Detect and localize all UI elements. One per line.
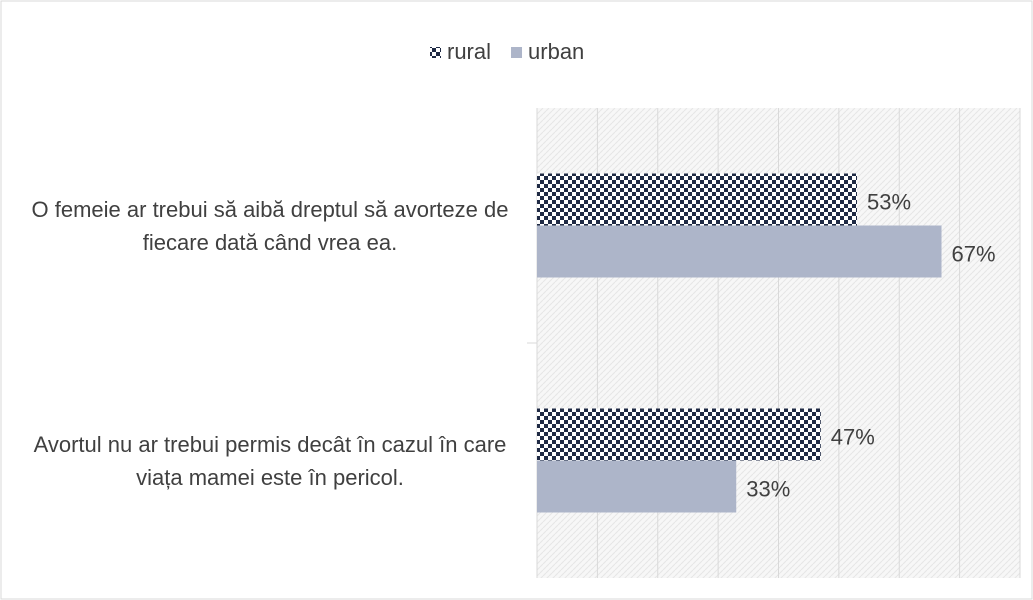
bar — [537, 460, 737, 513]
bar — [537, 173, 857, 226]
data-label: 67% — [952, 241, 996, 266]
bar — [537, 225, 942, 278]
data-label: 47% — [831, 424, 875, 449]
data-label: 33% — [746, 476, 790, 501]
category-label: Avortul nu ar trebui permis decât în caz… — [33, 431, 507, 490]
data-label: 53% — [867, 189, 911, 214]
legend-label: rural — [447, 39, 491, 64]
bar — [537, 408, 821, 461]
legend-swatch — [511, 47, 523, 58]
legend-label: urban — [528, 39, 584, 64]
legend-swatch — [430, 47, 441, 58]
category-label: O femeie ar trebui să aibă dreptul să av… — [31, 196, 509, 255]
